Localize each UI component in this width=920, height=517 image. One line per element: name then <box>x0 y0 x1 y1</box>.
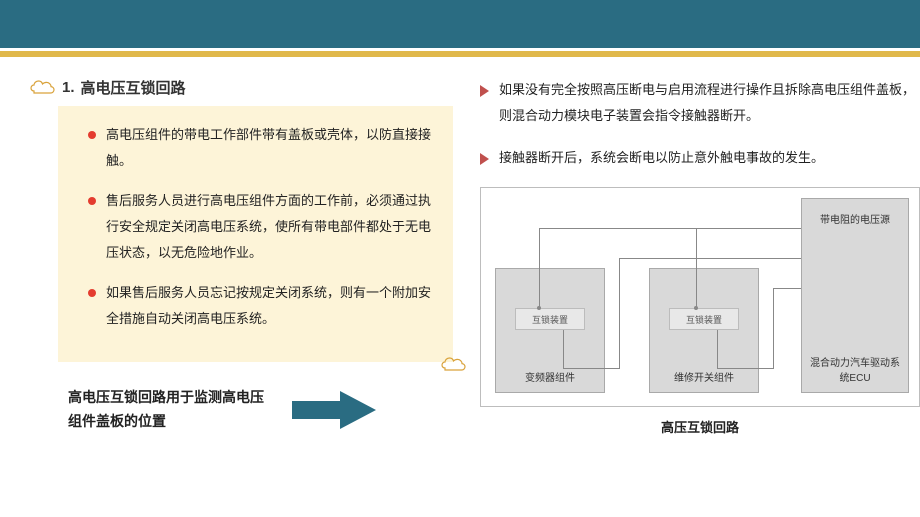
diagram-wire <box>539 228 801 229</box>
diagram-wire <box>773 288 801 289</box>
red-bullet-icon <box>88 289 96 297</box>
bullet-text: 售后服务人员进行高电压组件方面的工作前，必须通过执行安全规定关闭高电压系统，使所… <box>106 188 433 266</box>
diagram-label: 变频器组件 <box>525 369 575 384</box>
bullet-item: 高电压组件的带电工作部件带有盖板或壳体，以防直接接触。 <box>88 122 433 174</box>
red-bullet-icon <box>88 131 96 139</box>
diagram-wire <box>717 330 718 368</box>
bullet-item: 接触器断开后，系统会断电以防止意外触电事故的发生。 <box>480 145 920 171</box>
diagram-label: 维修开关组件 <box>674 369 734 384</box>
diagram-caption: 高压互锁回路 <box>480 417 920 436</box>
diagram-node <box>537 306 541 310</box>
diagram-box-left: 变频器组件 <box>495 268 605 393</box>
diagram-wire <box>619 258 801 259</box>
content-area: 1. 高电压互锁回路 高电压组件的带电工作部件带有盖板或壳体，以防直接接触。 售… <box>0 57 920 446</box>
section-number: 1. <box>62 79 75 96</box>
cloud-icon <box>30 79 56 97</box>
diagram-wire <box>696 228 697 308</box>
diagram-wire <box>563 330 564 368</box>
diagram-node <box>694 306 698 310</box>
diagram-box-right: 带电阻的电压源 混合动力汽车驱动系统ECU <box>801 198 909 393</box>
diagram-inner-middle: 互锁装置 <box>669 308 739 330</box>
cloud-icon <box>441 356 467 374</box>
bullet-text: 接触器断开后，系统会断电以防止意外触电事故的发生。 <box>499 145 824 171</box>
diagram-inner-left: 互锁装置 <box>515 308 585 330</box>
bullet-text: 高电压组件的带电工作部件带有盖板或壳体，以防直接接触。 <box>106 122 433 174</box>
diagram-wire <box>717 368 773 369</box>
bullet-item: 售后服务人员进行高电压组件方面的工作前，必须通过执行安全规定关闭高电压系统，使所… <box>88 188 433 266</box>
section-heading: 1. 高电压互锁回路 <box>30 77 460 98</box>
triangle-bullet-icon <box>480 85 489 97</box>
highlight-box: 高电压组件的带电工作部件带有盖板或壳体，以防直接接触。 售后服务人员进行高电压组… <box>58 106 453 362</box>
bullet-item: 如果售后服务人员忘记按规定关闭系统，则有一个附加安全措施自动关闭高电压系统。 <box>88 280 433 332</box>
bold-note: 高电压互锁回路用于监测高电压组件盖板的位置 <box>68 386 268 434</box>
interlock-diagram: 变频器组件 互锁装置 维修开关组件 互锁装置 带电阻的电压源 混合动力汽车驱动系… <box>480 187 920 407</box>
diagram-wire <box>773 288 774 369</box>
bullet-text: 如果没有完全按照高压断电与启用流程进行操作且拆除高电压组件盖板，则混合动力模块电… <box>499 77 920 129</box>
diagram-box-middle: 维修开关组件 <box>649 268 759 393</box>
bullet-text: 如果售后服务人员忘记按规定关闭系统，则有一个附加安全措施自动关闭高电压系统。 <box>106 280 433 332</box>
note-row: 高电压互锁回路用于监测高电压组件盖板的位置 <box>68 386 460 434</box>
left-column: 1. 高电压互锁回路 高电压组件的带电工作部件带有盖板或壳体，以防直接接触。 售… <box>30 77 460 436</box>
diagram-label-bottom: 混合动力汽车驱动系统ECU <box>802 354 908 384</box>
diagram-inner-label: 互锁装置 <box>686 313 722 326</box>
arrow-right-icon <box>292 391 376 429</box>
top-banner <box>0 0 920 48</box>
right-column: 如果没有完全按照高压断电与启用流程进行操作且拆除高电压组件盖板，则混合动力模块电… <box>480 77 920 436</box>
diagram-wire <box>619 258 620 369</box>
diagram-inner-label: 互锁装置 <box>532 313 568 326</box>
diagram-label-top: 带电阻的电压源 <box>820 211 890 226</box>
bullet-item: 如果没有完全按照高压断电与启用流程进行操作且拆除高电压组件盖板，则混合动力模块电… <box>480 77 920 129</box>
diagram-wire <box>563 368 619 369</box>
triangle-bullet-icon <box>480 153 489 165</box>
diagram-wire <box>539 228 540 308</box>
section-title-text: 高电压互锁回路 <box>81 77 186 98</box>
red-bullet-icon <box>88 197 96 205</box>
